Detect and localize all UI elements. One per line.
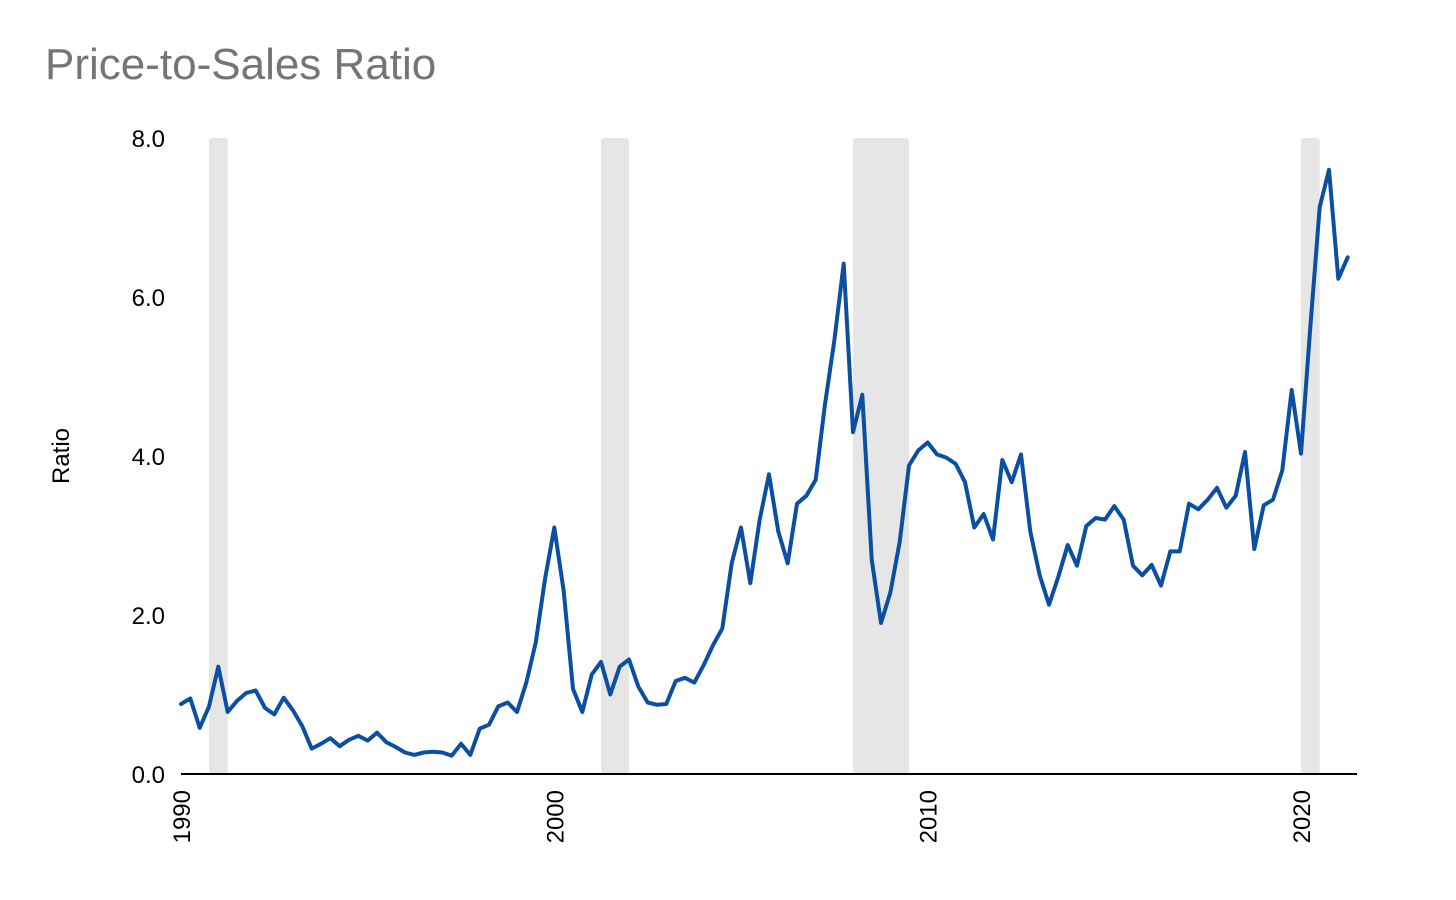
y-tick-label: 6.0 bbox=[132, 285, 165, 312]
x-tick-label: 2000 bbox=[542, 790, 569, 843]
recession-band-2 bbox=[601, 138, 629, 774]
recession-band-4 bbox=[1301, 138, 1320, 774]
y-tick-label: 2.0 bbox=[132, 603, 165, 630]
recession-band-3 bbox=[853, 138, 909, 774]
y-tick-label: 0.0 bbox=[132, 762, 165, 789]
y-axis-ticks: 0.0 2.0 4.0 6.0 8.0 bbox=[132, 126, 165, 789]
x-axis-ticks: 1990 2000 2010 2020 bbox=[169, 790, 1316, 843]
y-axis-title: Ratio bbox=[48, 428, 75, 484]
y-tick-label: 4.0 bbox=[132, 444, 165, 471]
x-tick-label: 1990 bbox=[169, 790, 196, 843]
chart-title: Price-to-Sales Ratio bbox=[45, 40, 437, 89]
x-tick-label: 2010 bbox=[916, 790, 943, 843]
series-line bbox=[179, 167, 1350, 758]
recession-band-1 bbox=[209, 138, 228, 774]
recession-bands bbox=[209, 138, 1320, 774]
x-tick-label: 2020 bbox=[1289, 790, 1316, 843]
y-tick-label: 8.0 bbox=[132, 126, 165, 153]
